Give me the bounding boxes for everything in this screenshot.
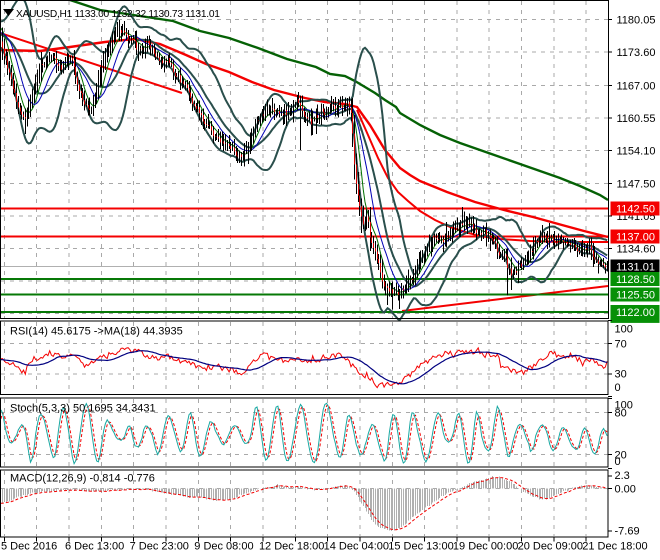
svg-text:1128.50: 1128.50: [616, 274, 655, 286]
svg-text:1160.55: 1160.55: [617, 113, 656, 125]
svg-text:80: 80: [615, 407, 627, 419]
svg-text:1134.60: 1134.60: [617, 243, 656, 255]
svg-text:1125.50: 1125.50: [616, 289, 655, 301]
svg-text:14 Dec 04:00: 14 Dec 04:00: [324, 541, 389, 553]
svg-text:1167.00: 1167.00: [617, 80, 656, 92]
svg-text:1180.05: 1180.05: [617, 15, 656, 27]
svg-text:30: 30: [615, 369, 627, 381]
svg-text:1122.00: 1122.00: [616, 307, 655, 319]
svg-text:MACD(12,26,9) -0.814 -0.776: MACD(12,26,9) -0.814 -0.776: [10, 473, 155, 485]
svg-text:9 Dec 08:00: 9 Dec 08:00: [194, 541, 253, 553]
svg-text:7 Dec 23:00: 7 Dec 23:00: [130, 541, 189, 553]
svg-text:6 Dec 13:00: 6 Dec 13:00: [65, 541, 124, 553]
svg-text:0: 0: [615, 382, 621, 394]
svg-text:12 Dec 18:00: 12 Dec 18:00: [259, 541, 324, 553]
svg-text:0.00: 0.00: [615, 483, 636, 495]
svg-text:21 Dec 18:00: 21 Dec 18:00: [582, 541, 647, 553]
svg-text:XAUUSD,H1 1133.00 1132.32 113: XAUUSD,H1 1133.00 1132.32 1130.73 1131.0…: [16, 9, 220, 20]
svg-text:1142.50: 1142.50: [616, 204, 655, 216]
svg-text:-7.69: -7.69: [615, 526, 640, 538]
svg-text:1137.00: 1137.00: [616, 231, 655, 243]
svg-text:1154.10: 1154.10: [617, 145, 656, 157]
svg-text:15 Dec 13:00: 15 Dec 13:00: [388, 541, 453, 553]
svg-text:1147.50: 1147.50: [617, 179, 656, 191]
svg-text:100: 100: [615, 400, 633, 412]
svg-text:RSI(14) 45.6175 ->MA(18) 44.3: RSI(14) 45.6175 ->MA(18) 44.3935: [10, 326, 183, 338]
svg-text:19 Dec 00:00: 19 Dec 00:00: [453, 541, 518, 553]
svg-text:100: 100: [615, 324, 633, 336]
svg-text:20: 20: [615, 450, 627, 462]
svg-text:1173.60: 1173.60: [617, 47, 656, 59]
svg-text:0: 0: [615, 456, 621, 468]
svg-text:Stoch(5,3,3) 50.1695 34.3431: Stoch(5,3,3) 50.1695 34.3431: [10, 403, 156, 415]
svg-text:20 Dec 09:00: 20 Dec 09:00: [518, 541, 583, 553]
svg-text:70: 70: [615, 338, 627, 350]
svg-text:1131.01: 1131.01: [616, 262, 655, 274]
svg-text:5 Dec 2016: 5 Dec 2016: [1, 541, 57, 553]
svg-text:2.3: 2.3: [615, 470, 630, 482]
